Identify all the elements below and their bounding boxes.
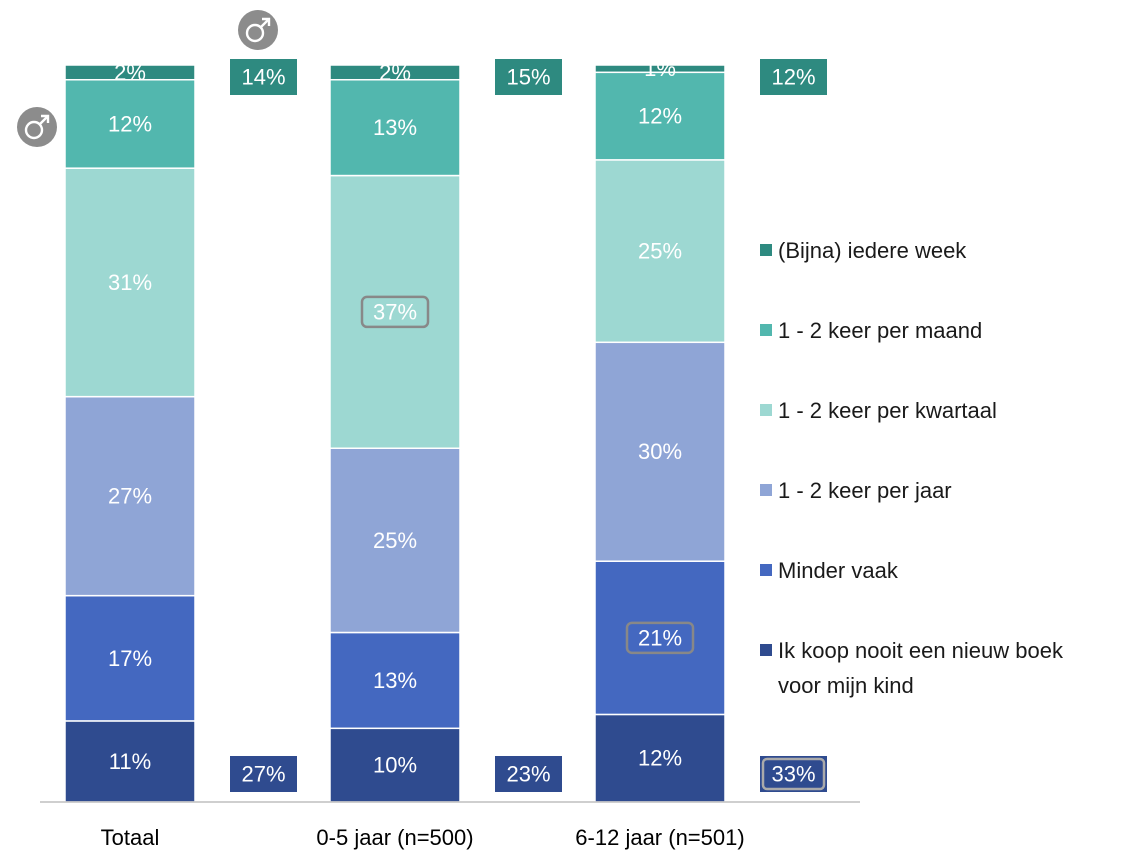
legend-label: Minder vaak	[778, 558, 899, 583]
category-label: 6-12 jaar (n=501)	[575, 825, 744, 850]
data-label: 27%	[108, 484, 152, 509]
bar-segment	[329, 78, 461, 177]
bottom-total-box	[760, 756, 827, 792]
bottom-total-label: 33%	[771, 762, 815, 787]
legend-swatch	[760, 484, 772, 496]
data-label: 12%	[638, 104, 682, 129]
data-label: 12%	[638, 746, 682, 771]
bottom-total-box	[495, 756, 562, 792]
data-label: 13%	[373, 115, 417, 140]
highlight-frame	[761, 757, 826, 791]
bar-segment	[594, 159, 726, 344]
bar-segment	[329, 447, 461, 634]
category-labels: Totaal 0-5 jaar (n=500) 6-12 jaar (n=501)	[101, 825, 745, 850]
bottom-total-label: 23%	[506, 762, 550, 787]
category-label: Totaal	[101, 825, 160, 850]
legend-swatch	[760, 244, 772, 256]
bar-segment	[594, 64, 726, 74]
data-label: 1%	[644, 56, 676, 81]
legend-swatch	[760, 324, 772, 336]
bar-segment	[64, 167, 196, 398]
top-total-label: 15%	[506, 65, 550, 90]
data-label: 37%	[373, 299, 417, 324]
bar-segment	[594, 560, 726, 716]
legend-label: 1 - 2 keer per jaar	[778, 478, 952, 503]
legend-label: voor mijn kind	[778, 673, 914, 698]
bars-group: 11% 17% 27% 31% 12% 2% 10% 13% 25% 37% 13% 2% 12% 21%…	[64, 56, 726, 803]
bottom-total-box	[230, 756, 297, 792]
legend-label: 1 - 2 keer per maand	[778, 318, 982, 343]
bar-segment	[329, 631, 461, 730]
data-label: 13%	[373, 668, 417, 693]
data-label: 2%	[114, 60, 146, 85]
data-label: 12%	[108, 111, 152, 136]
top-total-box	[495, 59, 562, 95]
bar-segment	[594, 713, 726, 803]
legend-label: Ik koop nooit een nieuw boek	[778, 638, 1064, 663]
data-label: 31%	[108, 270, 152, 295]
top-total-label: 14%	[241, 65, 285, 90]
data-label: 10%	[373, 753, 417, 778]
top-total-box	[760, 59, 827, 95]
legend-label: (Bijna) iedere week	[778, 238, 967, 263]
bar-segment	[594, 71, 726, 161]
data-label: 25%	[373, 528, 417, 553]
data-label: 11%	[109, 749, 151, 774]
totals-group: 14% 27% 15% 23% 12% 33%	[230, 59, 827, 792]
legend-label: 1 - 2 keer per kwartaal	[778, 398, 997, 423]
data-label: 30%	[638, 439, 682, 464]
data-label: 21%	[638, 625, 682, 650]
data-label: 2%	[379, 60, 411, 85]
legend-swatch	[760, 644, 772, 656]
highlight-frame	[360, 295, 430, 329]
legend: (Bijna) iedere week 1 - 2 keer per maand 1…	[760, 238, 1064, 698]
highlight-frame	[625, 621, 695, 655]
top-total-box	[230, 59, 297, 95]
legend-swatch	[760, 404, 772, 416]
male-symbol-icon	[17, 107, 57, 147]
category-label: 0-5 jaar (n=500)	[316, 825, 473, 850]
bar-segment	[64, 78, 196, 169]
bar-segment	[594, 341, 726, 562]
bar-segment	[64, 720, 196, 803]
top-total-label: 12%	[771, 65, 815, 90]
bar-segment	[64, 64, 196, 81]
bottom-total-label: 27%	[241, 762, 285, 787]
data-label: 25%	[638, 239, 682, 264]
male-symbol-icon	[238, 10, 278, 50]
bar-segment	[329, 64, 461, 81]
legend-swatch	[760, 564, 772, 576]
bar-segment	[329, 174, 461, 449]
data-label: 17%	[108, 646, 152, 671]
bar-segment	[64, 594, 196, 722]
